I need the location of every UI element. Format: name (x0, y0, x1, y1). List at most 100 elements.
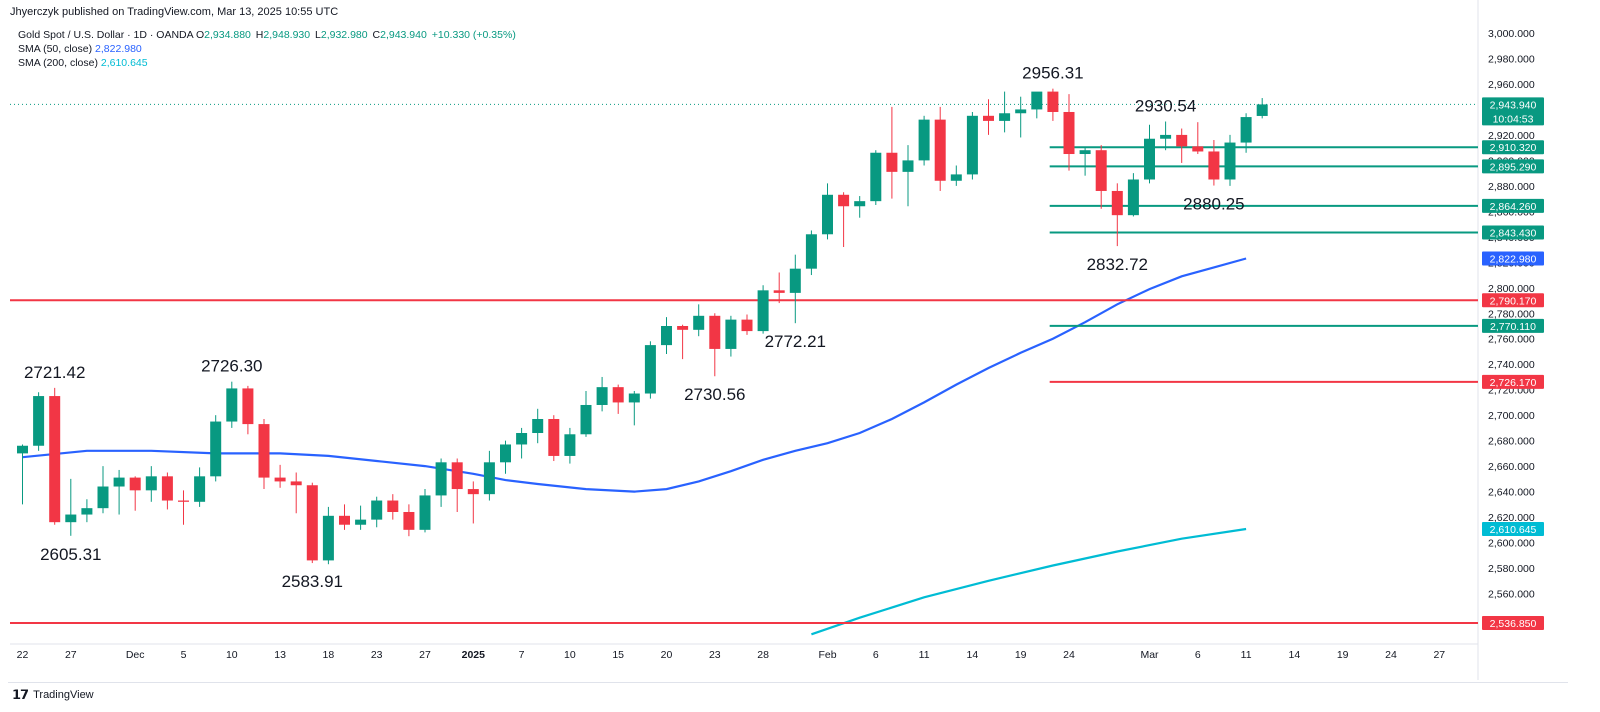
x-tick-label: 7 (519, 649, 525, 661)
x-tick-label: 10 (226, 649, 238, 661)
candle-body (129, 477, 141, 491)
price-annotation: 2832.72 (1087, 255, 1148, 274)
candle-body (1127, 179, 1139, 216)
y-tick-label: 2,800.000 (1488, 283, 1535, 295)
candle-body (500, 444, 511, 463)
candle-body (290, 481, 302, 486)
y-tick-label: 2,880.000 (1488, 181, 1535, 193)
x-tick-label: 6 (873, 649, 879, 661)
price-tag-bg (1482, 97, 1544, 126)
candle-body (644, 345, 656, 394)
tradingview-logo-icon: 𝟭𝟳 (12, 687, 29, 702)
candle-body (1063, 111, 1075, 155)
y-tick-label: 2,960.000 (1488, 79, 1535, 91)
candle-body (242, 388, 254, 425)
x-tick-label: 18 (323, 649, 335, 661)
chart-legend: Gold Spot / U.S. Dollar · 1D · OANDA O 2,… (18, 28, 516, 70)
candle-body (419, 495, 431, 530)
candle-body (161, 476, 173, 501)
symbol-name[interactable]: Gold Spot / U.S. Dollar · 1D · OANDA (18, 29, 194, 41)
candle-body (886, 152, 898, 172)
x-tick-label: 23 (371, 649, 383, 661)
candle-body (1031, 91, 1043, 110)
candle-body (725, 319, 737, 349)
level-price-tag: 2,770.110 (1490, 321, 1536, 333)
candle-body (854, 201, 866, 207)
candle-body (178, 500, 189, 502)
x-tick-label: 11 (1241, 649, 1252, 661)
level-price-tag: 2,843.430 (1490, 227, 1537, 239)
price-tag: 2,822.980 (1490, 254, 1537, 266)
candle-body (532, 418, 544, 434)
candle-body (306, 485, 318, 561)
open-label: O (195, 29, 205, 41)
x-tick-label: Feb (818, 649, 836, 661)
candle-body (773, 290, 785, 293)
close-label: C (372, 29, 381, 41)
candle-body (1224, 142, 1236, 180)
x-tick-label: 22 (17, 649, 29, 661)
x-tick-label: 27 (65, 649, 77, 661)
high-label: H (255, 29, 264, 41)
candle-body (628, 393, 640, 403)
candle-body (999, 113, 1011, 121)
sma200-label: SMA (200, close) (18, 57, 98, 69)
y-tick-label: 2,760.000 (1488, 334, 1535, 346)
level-price-tag: 2,536.850 (1490, 618, 1537, 630)
x-tick-label: 23 (709, 649, 721, 661)
x-tick-label: 5 (181, 649, 187, 661)
candle-body (548, 418, 560, 456)
level-price-tag-bg (1482, 140, 1544, 155)
publisher-line: Jhyerczyk published on TradingView.com, … (10, 6, 339, 18)
candle-body (596, 387, 608, 405)
sma200-legend[interactable]: SMA (200, close) 2,610.645 (18, 56, 516, 70)
candle-body (1047, 91, 1059, 112)
y-tick-label: 2,580.000 (1488, 563, 1535, 575)
change-value: +10.330 (+0.35%) (431, 29, 516, 41)
candle-body (693, 315, 705, 330)
candle-body (145, 476, 157, 491)
candle-body (580, 404, 592, 435)
level-price-tag-bg (1482, 374, 1544, 389)
candle-body (194, 476, 206, 502)
sma50-legend[interactable]: SMA (50, close) 2,822.980 (18, 42, 516, 56)
price-annotation: 2956.31 (1022, 64, 1083, 83)
sma50-label: SMA (50, close) (18, 43, 93, 55)
level-price-tag-bg (1482, 293, 1544, 308)
y-tick-label: 2,660.000 (1488, 461, 1535, 473)
candle-body (934, 119, 946, 181)
candle-body (516, 433, 528, 445)
y-tick-label: 2,560.000 (1488, 589, 1535, 601)
price-annotation: 2726.30 (201, 357, 262, 376)
y-tick-label: 2,640.000 (1488, 487, 1535, 499)
ohlc-row: Gold Spot / U.S. Dollar · 1D · OANDA O 2,… (18, 28, 516, 42)
candle-body (1240, 117, 1252, 143)
candle-body (1095, 150, 1107, 191)
candle-body (97, 486, 109, 509)
y-tick-label: 2,740.000 (1488, 359, 1535, 371)
candle-body (210, 421, 222, 477)
x-tick-label: 24 (1385, 649, 1397, 661)
price-tag: 2,610.645 (1490, 524, 1537, 536)
level-price-tag-bg (1482, 198, 1544, 213)
tradingview-name: TradingView (33, 689, 94, 701)
candle-body (1144, 138, 1155, 180)
level-price-tag: 2,864.260 (1490, 201, 1537, 213)
candle-body (451, 462, 463, 490)
price-annotation: 2583.91 (282, 572, 343, 591)
high-value: 2,948.930 (263, 29, 311, 41)
candle-body (322, 515, 334, 561)
candle-body (435, 462, 447, 496)
x-tick-label: 2025 (462, 649, 486, 661)
candle-body (822, 194, 833, 235)
candle-body (113, 477, 125, 487)
price-tag-bg (1482, 251, 1544, 266)
level-price-tag: 2,726.170 (1490, 377, 1537, 389)
candle-body (805, 234, 817, 269)
candle-body (950, 174, 962, 181)
x-tick-label: 11 (919, 649, 930, 661)
candle-body (1192, 146, 1204, 152)
x-tick-label: 10 (564, 649, 576, 661)
candle-body (983, 115, 994, 121)
